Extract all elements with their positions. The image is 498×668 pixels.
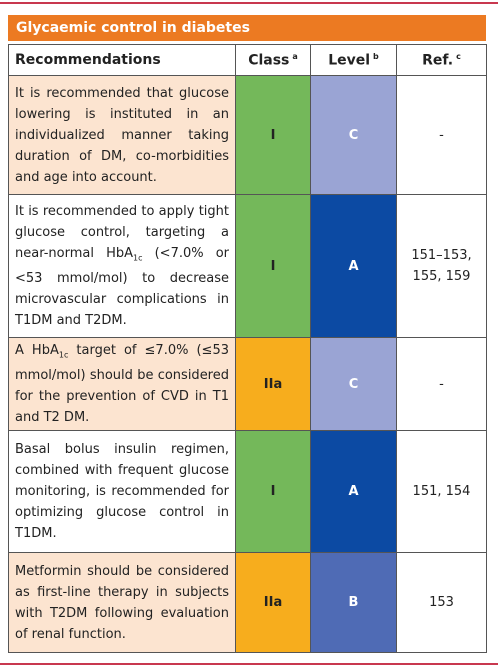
- recommendation-text: Basal bolus insulin regimen, combined wi…: [15, 442, 229, 541]
- level-cell: A: [310, 194, 397, 338]
- class-cell: I: [235, 75, 311, 195]
- recommendation-text: 1c: [58, 350, 69, 360]
- row: It is recommended that glucose lowering …: [8, 75, 487, 195]
- recommendation-text: Metformin should be considered as first-…: [15, 563, 229, 642]
- top-rule: [0, 2, 498, 4]
- recommendation-text: It is recommended to apply tight glucose…: [15, 203, 229, 261]
- bottom-rule: [0, 663, 498, 665]
- recommendation-cell: Basal bolus insulin regimen, combined wi…: [8, 430, 236, 553]
- row: Basal bolus insulin regimen, combined wi…: [8, 430, 487, 553]
- recommendation-table: Recommendations Class a Level b Ref. c It is r…: [8, 44, 487, 653]
- ref-cell: 151–153, 155, 159: [396, 194, 487, 338]
- level-cell: B: [310, 552, 397, 653]
- class-cell: I: [235, 194, 311, 338]
- recommendation-text: 1c: [133, 253, 143, 263]
- header-note: b: [373, 51, 379, 61]
- row: A HbA1c target of ≤7.0% (≤53 mmol/mol) s…: [8, 337, 487, 431]
- ref-cell: -: [396, 337, 487, 431]
- header-cell: Ref. c: [396, 44, 487, 76]
- row: It is recommended to apply tight glucose…: [8, 194, 487, 338]
- recommendation-cell: A HbA1c target of ≤7.0% (≤53 mmol/mol) s…: [8, 337, 236, 431]
- header-cell: Recommendations: [8, 44, 236, 76]
- ref-cell: -: [396, 75, 487, 195]
- recommendation-text: It is recommended that glucose lowering …: [15, 85, 229, 185]
- header-cell: Level b: [310, 44, 397, 76]
- row: Metformin should be considered as first-…: [8, 552, 487, 653]
- level-cell: C: [310, 75, 397, 195]
- header-cell: Class a: [235, 44, 311, 76]
- header-text: Level: [328, 52, 371, 69]
- recommendation-text: target of ≤7.0% (≤53 mmol/mol) should be…: [15, 342, 229, 426]
- header-note: c: [456, 51, 461, 61]
- level-cell: A: [310, 430, 397, 553]
- ref-cell: 153: [396, 552, 487, 653]
- header-text: Ref.: [422, 52, 454, 69]
- class-cell: I: [235, 430, 311, 553]
- header-text: Class: [248, 52, 290, 69]
- recommendation-text: (<7.0% or <53 mmol/mol) to decrease micr…: [15, 245, 230, 329]
- class-cell: IIa: [235, 337, 311, 431]
- level-cell: C: [310, 337, 397, 431]
- title-bar: Glycaemic control in diabetes: [8, 15, 486, 41]
- recommendation-cell: It is recommended that glucose lowering …: [8, 75, 236, 195]
- header-note: a: [292, 51, 298, 61]
- recommendation-cell: It is recommended to apply tight glucose…: [8, 194, 236, 338]
- recommendation-text: A HbA: [15, 342, 59, 358]
- ref-cell: 151, 154: [396, 430, 487, 553]
- header-row: Recommendations Class a Level b Ref. c: [8, 44, 487, 76]
- class-cell: IIa: [235, 552, 311, 653]
- header-text: Recommendations: [15, 52, 161, 68]
- recommendation-cell: Metformin should be considered as first-…: [8, 552, 236, 653]
